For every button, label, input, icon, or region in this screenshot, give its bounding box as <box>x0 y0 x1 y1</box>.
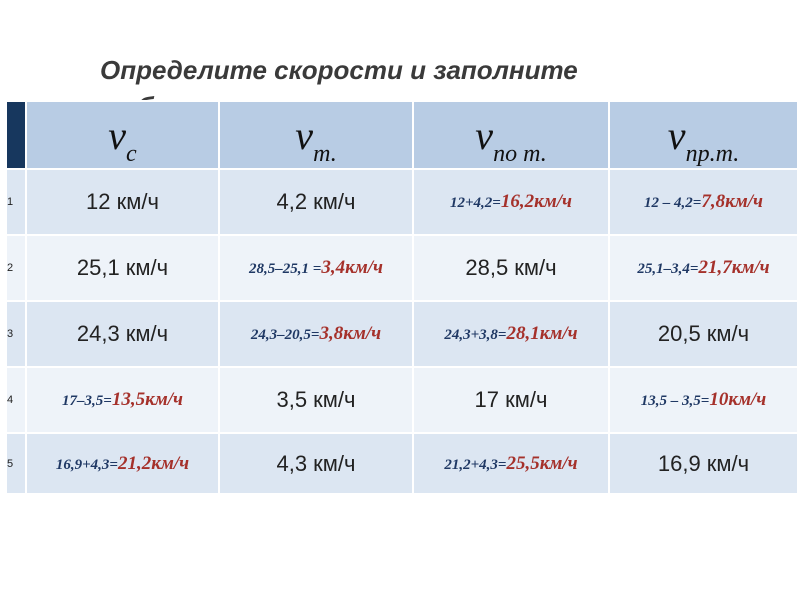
table-cell: 13,5 – 3,5=10км/ч <box>608 366 799 434</box>
cell-expression: 24,3+3,8= <box>444 327 507 343</box>
header-cell: vпо т. <box>412 100 610 170</box>
table-cell: 21,2+4,3=25,5км/ч <box>412 432 610 495</box>
table-cell: 24,3+3,8=28,1км/ч <box>412 300 610 368</box>
table-cell: 25,1 км/ч <box>25 234 220 302</box>
row-number: 4 <box>5 366 27 434</box>
cell-expression: 25,1–3,4= <box>637 261 699 277</box>
cell-result: 3,4км/ч <box>321 257 383 278</box>
table-cell: 16,9 км/ч <box>608 432 799 495</box>
cell-expression: 12+4,2= <box>449 195 501 211</box>
cell-result: 13,5км/ч <box>111 389 183 410</box>
cell-result: 7,8км/ч <box>701 191 763 212</box>
header-subscript: пр.т. <box>685 140 740 167</box>
table-cell: 28,5 км/ч <box>412 234 610 302</box>
cell-result: 3,8км/ч <box>319 323 382 344</box>
cell-value: 12 км/ч <box>86 189 159 214</box>
cell-expression: 13,5 – 3,5= <box>640 393 710 409</box>
table-cell: 28,5–25,1 =3,4км/ч <box>218 234 414 302</box>
cell-result: 28,1км/ч <box>506 323 578 344</box>
cell-value: 25,1 км/ч <box>76 255 169 280</box>
cell-value: 4,3 км/ч <box>276 450 356 476</box>
table-cell: 20,5 км/ч <box>608 300 799 368</box>
cell-expression: 24,3–20,5= <box>250 327 320 343</box>
table-cell: 12 км/ч <box>25 168 220 236</box>
corner-cell <box>5 100 27 170</box>
table-row: 5 16,9+4,3=21,2км/ч 4,3 км/ч 21,2+4,3=25,5к… <box>5 432 799 495</box>
table-cell: 16,9+4,3=21,2км/ч <box>25 432 220 495</box>
cell-result: 21,2км/ч <box>117 452 190 474</box>
row-number: 2 <box>5 234 27 302</box>
header-cell: vт. <box>218 100 414 170</box>
table-cell: 25,1–3,4=21,7км/ч <box>608 234 799 302</box>
table-row: 3 24,3 км/ч 24,3–20,5=3,8км/ч 24,3+3,8=28,1… <box>5 300 799 368</box>
cell-expression: 17–3,5= <box>62 393 112 409</box>
table-cell: 12 – 4,2=7,8км/ч <box>608 168 799 236</box>
table-cell: 24,3 км/ч <box>25 300 220 368</box>
row-number: 3 <box>5 300 27 368</box>
row-number-text: 5 <box>7 457 14 470</box>
table-cell: 4,2 км/ч <box>218 168 414 236</box>
cell-value: 24,3 км/ч <box>76 321 169 346</box>
cell-value: 20,5 км/ч <box>657 321 750 346</box>
header-cell: vс <box>25 100 220 170</box>
cell-result: 16,2км/ч <box>500 191 572 212</box>
cell-value: 17 км/ч <box>474 387 548 412</box>
cell-result: 10км/ч <box>709 389 767 410</box>
speed-table: vс vт. vпо т. vпр.т. 1 12 км/ч 4,2 км/ч 12+4,2=… <box>5 100 799 495</box>
cell-value: 28,5 км/ч <box>465 255 557 280</box>
header-cell: vпр.т. <box>608 100 799 170</box>
row-number: 5 <box>5 432 27 495</box>
header-symbol: v <box>667 112 686 158</box>
table-cell: 24,3–20,5=3,8км/ч <box>218 300 414 368</box>
cell-result: 21,7км/ч <box>698 257 770 278</box>
table-cell: 4,3 км/ч <box>218 432 414 495</box>
table-row: 1 12 км/ч 4,2 км/ч 12+4,2=16,2км/ч 12 – 4,2=… <box>5 168 799 236</box>
cell-value: 16,9 км/ч <box>657 450 750 476</box>
row-number-text: 1 <box>7 196 14 208</box>
row-number-text: 3 <box>7 328 14 340</box>
cell-expression: 16,9+4,3= <box>55 456 118 473</box>
cell-expression: 28,5–25,1 = <box>249 261 322 277</box>
table-cell: 17–3,5=13,5км/ч <box>25 366 220 434</box>
row-number: 1 <box>5 168 27 236</box>
header-subscript: т. <box>313 140 337 167</box>
cell-result: 25,5км/ч <box>506 452 578 474</box>
table-cell: 17 км/ч <box>412 366 610 434</box>
cell-expression: 12 – 4,2= <box>644 195 702 211</box>
cell-value: 4,2 км/ч <box>276 189 356 214</box>
header-symbol: v <box>108 112 127 158</box>
cell-expression: 21,2+4,3= <box>444 456 507 473</box>
row-number-text: 2 <box>7 262 14 274</box>
table-cell: 3,5 км/ч <box>218 366 414 434</box>
table-row: 4 17–3,5=13,5км/ч 3,5 км/ч 17 км/ч 13,5 – 3,… <box>5 366 799 434</box>
table-cell: 12+4,2=16,2км/ч <box>412 168 610 236</box>
header-row: vс vт. vпо т. vпр.т. <box>5 100 799 170</box>
header-subscript: с <box>126 140 137 167</box>
row-number-text: 4 <box>7 394 14 406</box>
cell-value: 3,5 км/ч <box>276 387 356 412</box>
header-symbol: v <box>295 112 314 158</box>
table-row: 2 25,1 км/ч 28,5–25,1 =3,4км/ч 28,5 км/ч 25,… <box>5 234 799 302</box>
header-symbol: v <box>475 112 494 158</box>
header-subscript: по т. <box>493 140 547 167</box>
